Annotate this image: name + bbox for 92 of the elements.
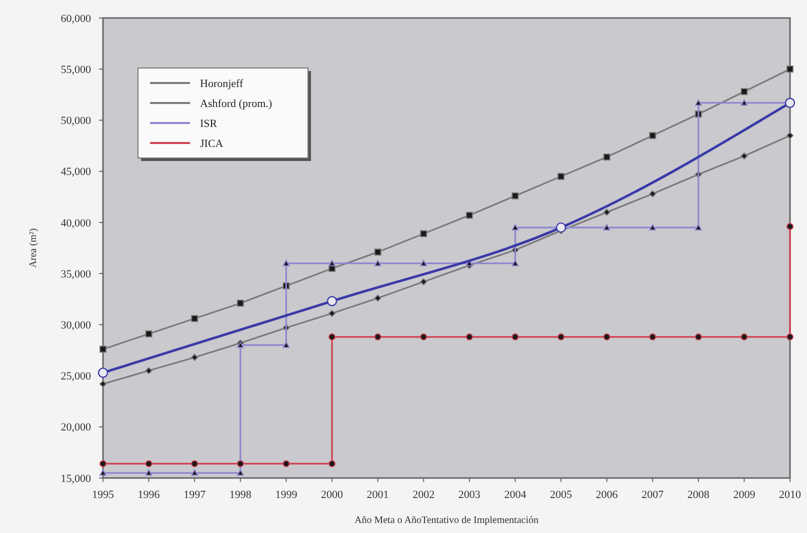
point bbox=[694, 224, 702, 230]
point bbox=[512, 224, 519, 230]
point bbox=[145, 460, 152, 468]
y-tick-label: 15,000 bbox=[60, 472, 92, 485]
point bbox=[786, 132, 794, 140]
point bbox=[236, 300, 244, 307]
x-tick-label: 2001 bbox=[366, 489, 389, 501]
point bbox=[740, 99, 748, 106]
y-tick-label: 55,000 bbox=[60, 64, 92, 76]
y-tick-label: 60,000 bbox=[60, 12, 92, 25]
point bbox=[420, 278, 428, 286]
y-tick-label: 25,000 bbox=[60, 370, 92, 383]
x-tick-label: 2005 bbox=[550, 489, 572, 501]
point bbox=[649, 333, 656, 340]
point bbox=[603, 154, 610, 161]
point bbox=[512, 192, 519, 200]
point bbox=[191, 354, 198, 361]
point bbox=[282, 460, 290, 468]
point bbox=[556, 222, 566, 233]
y-axis-title: Area (m²) bbox=[28, 228, 39, 268]
point bbox=[694, 99, 702, 106]
point bbox=[603, 333, 610, 340]
point bbox=[786, 66, 794, 73]
y-tick-label: 20,000 bbox=[60, 422, 92, 434]
point bbox=[326, 296, 338, 306]
point bbox=[236, 342, 244, 348]
point bbox=[786, 223, 794, 230]
point bbox=[374, 333, 382, 340]
point bbox=[100, 460, 106, 468]
x-tick-label: 2003 bbox=[458, 489, 481, 501]
point bbox=[191, 315, 198, 322]
point bbox=[328, 333, 336, 340]
point bbox=[374, 248, 382, 256]
point bbox=[328, 460, 336, 468]
x-tick-label: 1998 bbox=[229, 489, 252, 501]
point bbox=[374, 294, 382, 302]
y-tick-label: 50,000 bbox=[60, 115, 92, 128]
point bbox=[786, 333, 794, 340]
point bbox=[694, 333, 702, 340]
y-tick-label: 40,000 bbox=[60, 217, 92, 230]
point bbox=[145, 367, 152, 374]
legend-label: Horonjeff bbox=[200, 78, 244, 90]
point bbox=[420, 333, 428, 340]
x-tick-label: 2008 bbox=[687, 489, 710, 501]
point bbox=[649, 132, 656, 140]
point bbox=[558, 333, 564, 340]
point bbox=[649, 224, 656, 230]
y-tick-label: 45,000 bbox=[60, 166, 92, 178]
x-tick-label: 2009 bbox=[733, 489, 756, 501]
x-tick-label: 2007 bbox=[642, 489, 664, 501]
y-tick-label: 30,000 bbox=[60, 320, 92, 332]
point bbox=[512, 260, 519, 266]
point bbox=[740, 152, 748, 160]
y-tick-label: 35,000 bbox=[60, 268, 92, 280]
point bbox=[740, 333, 748, 340]
x-tick-label: 2004 bbox=[504, 489, 527, 501]
legend-label: Ashford (prom.) bbox=[200, 98, 272, 110]
point bbox=[558, 172, 564, 180]
point bbox=[236, 460, 244, 468]
x-tick-label: 1995 bbox=[92, 489, 114, 501]
point bbox=[328, 310, 336, 317]
point bbox=[98, 368, 108, 378]
point bbox=[328, 260, 336, 266]
point bbox=[100, 380, 106, 388]
point bbox=[603, 224, 610, 230]
point bbox=[420, 230, 428, 238]
x-tick-label: 2002 bbox=[412, 489, 435, 501]
x-tick-label: 2006 bbox=[596, 489, 618, 501]
point bbox=[191, 460, 198, 468]
point bbox=[603, 208, 610, 216]
x-axis-title: Año Meta o AñoTentativo de Implementación bbox=[354, 515, 538, 526]
point bbox=[740, 88, 748, 96]
legend-label: ISR bbox=[200, 118, 218, 130]
point bbox=[282, 342, 290, 348]
x-tick-label: 1997 bbox=[184, 489, 206, 501]
x-tick-label: 1996 bbox=[138, 489, 160, 501]
point bbox=[191, 469, 198, 476]
point bbox=[512, 333, 519, 340]
point bbox=[282, 260, 290, 266]
point bbox=[374, 260, 382, 266]
point bbox=[100, 346, 106, 353]
x-tick-label: 2000 bbox=[321, 489, 344, 501]
point bbox=[466, 333, 473, 340]
point bbox=[466, 212, 473, 219]
point bbox=[145, 330, 152, 338]
point bbox=[145, 469, 152, 476]
legend-label: JICA bbox=[200, 138, 224, 150]
point bbox=[649, 190, 656, 198]
point bbox=[236, 469, 244, 476]
x-tick-label: 1999 bbox=[275, 489, 298, 501]
point bbox=[420, 260, 428, 266]
x-tick-label: 2010 bbox=[779, 489, 802, 501]
